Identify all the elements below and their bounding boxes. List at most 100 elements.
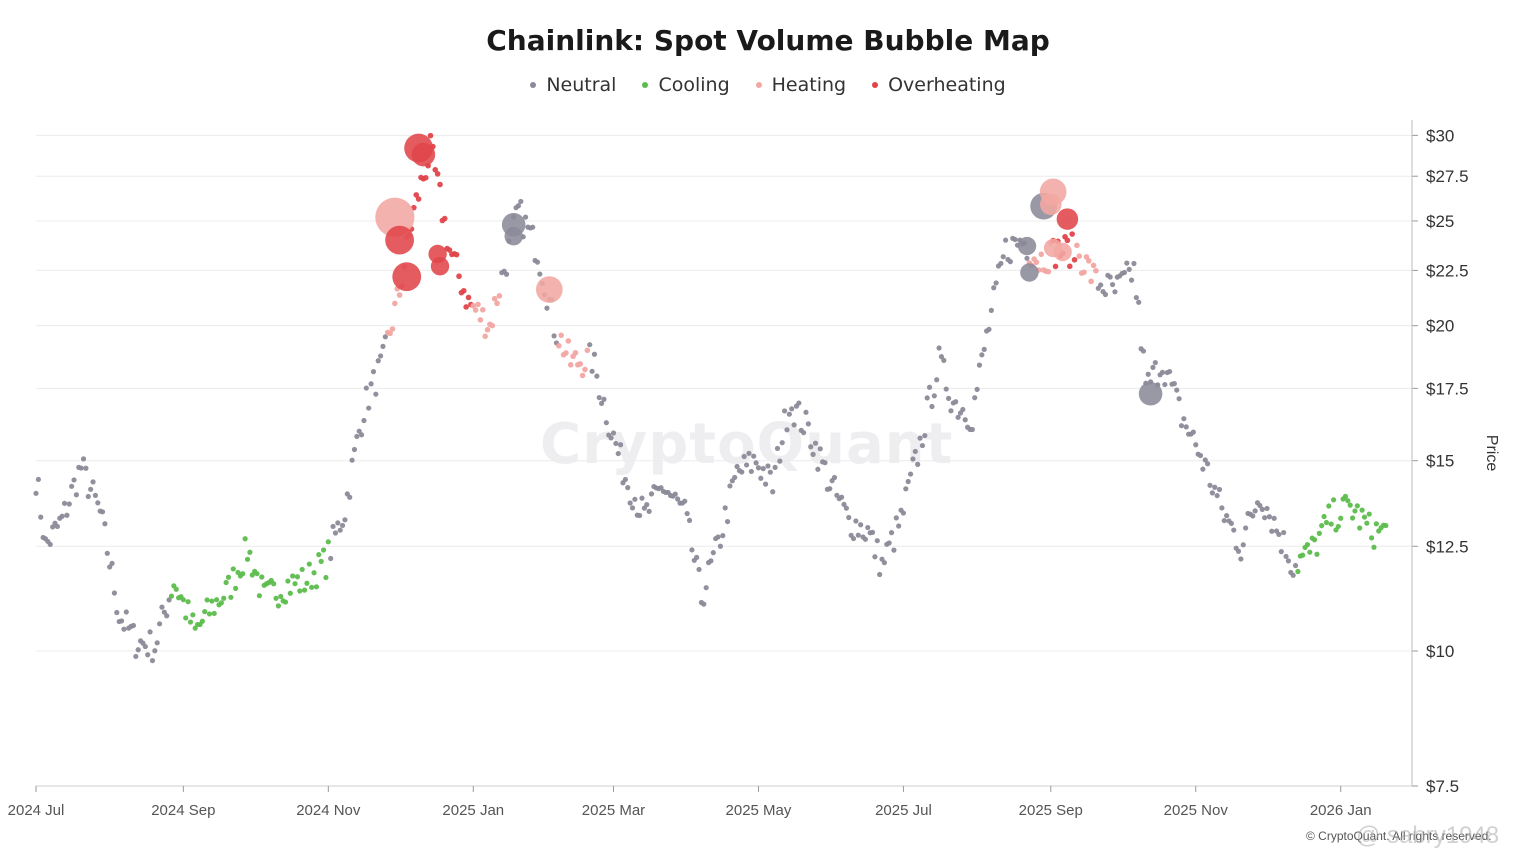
data-point	[796, 400, 802, 406]
data-point	[311, 570, 317, 576]
data-point	[90, 479, 96, 485]
data-point	[370, 369, 377, 375]
data-point	[1183, 424, 1189, 430]
data-point	[453, 251, 460, 258]
data-point	[218, 600, 224, 606]
data-point	[855, 532, 861, 538]
data-point	[1235, 548, 1242, 554]
data-point	[328, 555, 334, 562]
data-point	[135, 647, 141, 653]
data-point	[770, 489, 776, 495]
data-point	[187, 619, 194, 625]
data-point	[1371, 544, 1377, 550]
data-point	[1264, 505, 1270, 512]
data-point	[1181, 416, 1187, 422]
data-point	[544, 305, 550, 311]
data-point	[639, 495, 645, 501]
data-point	[278, 593, 284, 600]
data-point	[183, 615, 189, 621]
data-point	[1345, 498, 1351, 504]
data-point	[720, 533, 726, 539]
data-point	[722, 505, 728, 511]
data-point	[587, 342, 593, 348]
data-point	[256, 593, 262, 599]
data-point	[69, 483, 75, 489]
data-point	[1342, 493, 1349, 499]
data-point	[760, 466, 766, 472]
data-point	[637, 512, 643, 519]
data-point	[758, 475, 764, 481]
data-point	[567, 362, 574, 368]
data-point	[988, 307, 994, 313]
legend-item-heating[interactable]: Heating	[755, 74, 846, 96]
data-point	[318, 558, 324, 564]
data-point	[846, 514, 852, 521]
data-point	[230, 566, 236, 572]
data-point	[1276, 531, 1282, 538]
data-point	[1352, 508, 1358, 514]
data-point	[1102, 291, 1109, 298]
data-point	[1266, 514, 1273, 520]
data-point	[373, 391, 379, 397]
data-point	[888, 530, 895, 536]
data-point	[168, 593, 175, 599]
x-tick-label: 2024 Sep	[151, 802, 215, 819]
data-point	[1190, 429, 1196, 435]
data-point	[299, 566, 305, 573]
data-point	[427, 132, 434, 139]
data-point	[627, 500, 633, 506]
data-point	[563, 350, 569, 356]
volume-bubble	[385, 225, 415, 255]
data-point	[862, 536, 869, 542]
y-gridlines	[36, 134, 1412, 652]
data-point	[156, 621, 163, 627]
data-point	[724, 518, 731, 525]
data-point	[95, 500, 101, 506]
legend-item-overheating[interactable]: Overheating	[872, 74, 1006, 96]
data-point	[558, 332, 565, 339]
data-point	[938, 354, 945, 360]
data-point	[1131, 260, 1137, 267]
data-point	[199, 618, 205, 624]
data-point	[479, 306, 486, 313]
data-point	[1285, 558, 1292, 564]
data-point	[80, 456, 87, 462]
data-point	[632, 496, 638, 502]
data-point	[368, 381, 374, 387]
data-point	[1112, 289, 1118, 295]
y-tick-label: $20	[1426, 317, 1454, 336]
data-point	[88, 486, 94, 492]
data-point	[582, 366, 588, 373]
legend-item-cooling[interactable]: Cooling	[642, 74, 730, 96]
data-point	[1098, 282, 1104, 288]
data-point	[249, 572, 255, 578]
data-point	[919, 442, 926, 449]
data-point	[1069, 231, 1075, 237]
legend-item-neutral[interactable]: Neutral	[530, 74, 616, 96]
data-point	[596, 394, 602, 401]
data-point	[782, 408, 788, 414]
data-point	[1033, 259, 1040, 266]
data-point	[304, 580, 310, 586]
data-point	[877, 571, 883, 578]
data-point	[316, 552, 322, 558]
data-point	[142, 643, 148, 650]
data-point	[774, 445, 781, 452]
data-point	[1052, 263, 1059, 270]
data-point	[872, 554, 878, 560]
data-point	[389, 326, 396, 332]
data-point	[240, 571, 246, 577]
data-point	[755, 465, 762, 471]
data-point	[313, 584, 320, 590]
data-point	[123, 609, 129, 615]
data-point	[779, 440, 785, 446]
data-point	[290, 573, 296, 579]
data-point	[494, 300, 500, 307]
data-point	[703, 585, 709, 591]
data-point	[748, 468, 754, 475]
data-point	[380, 343, 386, 349]
data-point	[363, 385, 369, 391]
data-point	[1136, 299, 1142, 305]
data-point	[891, 547, 897, 553]
legend-marker	[872, 82, 879, 88]
